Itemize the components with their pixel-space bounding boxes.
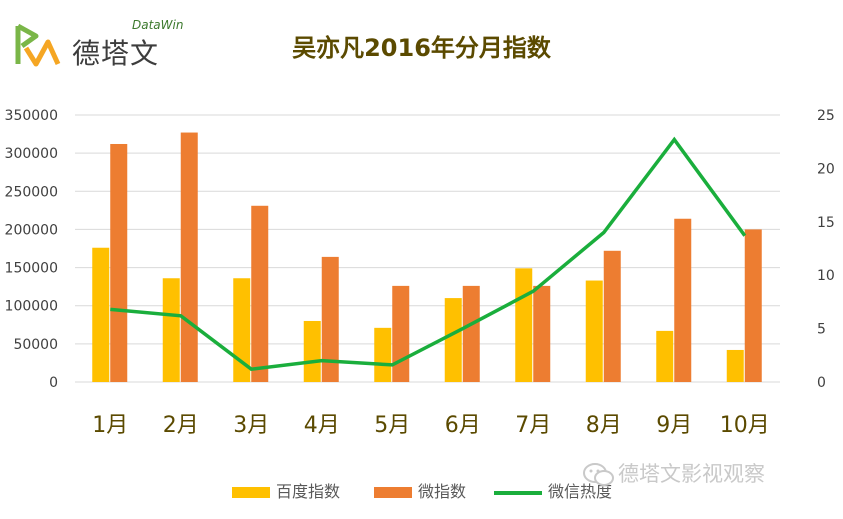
- y2-tick-label: 0: [817, 375, 826, 391]
- bar-weibo: [251, 205, 269, 382]
- x-tick-label: 6月: [445, 413, 481, 438]
- watermark: 德塔文影视观察: [582, 458, 765, 488]
- bar-baidu: [515, 268, 533, 382]
- bar-baidu: [585, 280, 603, 382]
- bar-baidu: [726, 349, 744, 382]
- line-wechat: [110, 136, 747, 372]
- y-tick-label: 50000: [13, 337, 58, 353]
- legend-item-baidu: 百度指数: [232, 478, 340, 502]
- bar-baidu: [656, 330, 674, 382]
- logo-name-text: 德塔文: [72, 37, 160, 70]
- bar-weibo: [674, 218, 692, 382]
- legend-label-wechat: 微信热度: [548, 482, 613, 501]
- y2-tick-label: 20: [817, 161, 835, 177]
- bar-baidu: [374, 327, 392, 382]
- bar-weibo: [462, 285, 480, 382]
- y-tick-label: 250000: [5, 184, 58, 200]
- x-tick-label: 3月: [233, 413, 269, 438]
- y-tick-label: 100000: [5, 299, 58, 315]
- y-tick-label: 0: [49, 375, 58, 391]
- y-tick-label: 150000: [5, 261, 58, 277]
- x-tick-label: 8月: [586, 413, 622, 438]
- bar-weibo: [603, 250, 621, 382]
- y-tick-label: 350000: [5, 108, 58, 124]
- wechat-icon: [583, 463, 614, 486]
- legend-swatch-wechat: [494, 490, 542, 495]
- bar-weibo: [180, 132, 198, 382]
- bar-baidu: [233, 278, 251, 382]
- x-tick-label: 5月: [374, 413, 410, 438]
- x-tick-label: 7月: [515, 413, 551, 438]
- x-tick-label: 9月: [656, 413, 692, 438]
- datawin-logo: DataWin 德塔文: [14, 16, 183, 76]
- y2-tick-label: 25: [817, 108, 835, 124]
- bar-baidu: [303, 320, 321, 382]
- legend-label-baidu: 百度指数: [276, 482, 341, 501]
- legend-item-weibo: 微指数: [374, 478, 466, 502]
- y-tick-label: 300000: [5, 146, 58, 162]
- x-tick-label: 2月: [163, 413, 199, 438]
- bar-baidu: [444, 298, 462, 382]
- legend-label-weibo: 微指数: [418, 482, 467, 501]
- legend-swatch-baidu: [232, 487, 270, 498]
- bar-weibo: [110, 143, 128, 382]
- x-tick-label: 10月: [720, 413, 770, 438]
- x-tick-label: 1月: [92, 413, 128, 438]
- y2-tick-label: 15: [817, 215, 835, 231]
- chart-title: 吴亦凡2016年分月指数: [292, 34, 551, 62]
- y2-tick-label: 5: [817, 322, 826, 338]
- logo-mark-icon: [15, 23, 61, 67]
- logo-brand-text: DataWin: [132, 18, 184, 32]
- y-tick-label: 200000: [5, 222, 58, 238]
- bar-baidu: [92, 247, 110, 382]
- legend-item-wechat: 微信热度: [494, 478, 612, 502]
- bar-weibo: [744, 229, 762, 382]
- y2-tick-label: 10: [817, 268, 835, 284]
- bar-weibo: [321, 256, 339, 382]
- bar-weibo: [533, 285, 551, 382]
- legend-swatch-weibo: [374, 487, 412, 498]
- x-tick-label: 4月: [304, 413, 340, 438]
- bar-weibo: [392, 285, 410, 382]
- bar-baidu: [162, 278, 180, 382]
- watermark-text: 德塔文影视观察: [618, 462, 765, 486]
